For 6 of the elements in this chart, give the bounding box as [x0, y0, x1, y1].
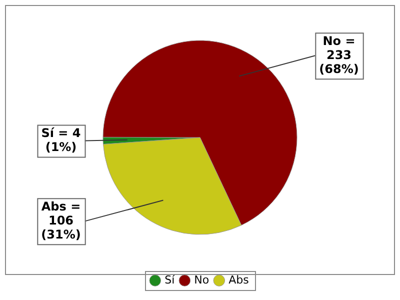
legend-label: Sí — [164, 273, 176, 286]
legend-label: No — [194, 273, 210, 286]
legend-label: Abs — [228, 273, 250, 286]
data-label: Abs = 106 (31%) — [41, 199, 81, 242]
data-label: Sí = 4 (1%) — [41, 126, 81, 154]
data-label: No = 233 (68%) — [319, 34, 359, 76]
